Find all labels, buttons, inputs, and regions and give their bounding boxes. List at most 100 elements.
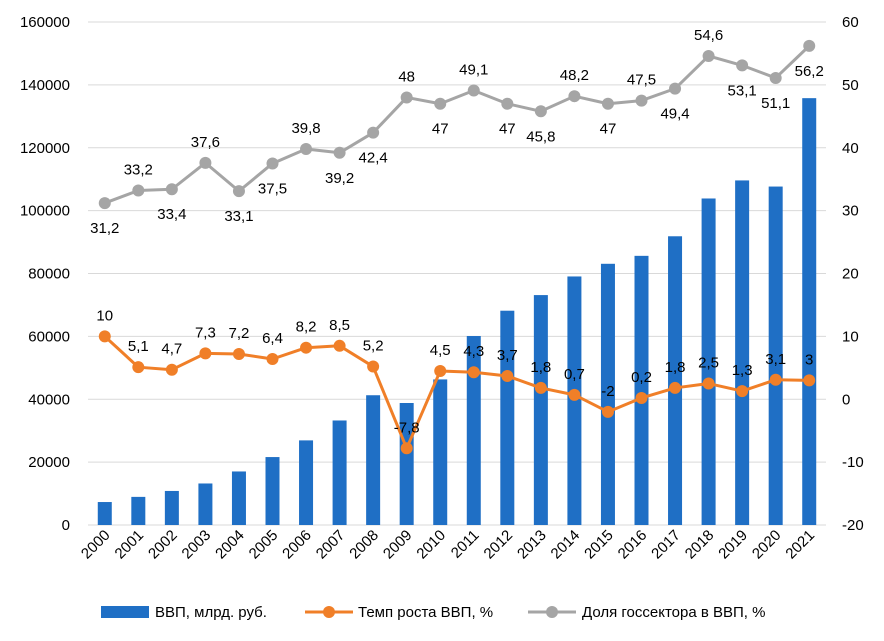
bar-gdp — [366, 395, 381, 525]
gov-share-line — [104, 44, 811, 205]
gov-share-point — [702, 49, 715, 62]
bar-gdp — [265, 457, 280, 525]
growth-rate-point — [132, 361, 145, 374]
growth-rate-point — [266, 353, 279, 366]
y-left-tick-label: 40000 — [28, 391, 70, 408]
growth-rate-point — [501, 369, 514, 382]
gov-share-point — [165, 183, 178, 196]
gov-share-point — [132, 184, 145, 197]
gov-share-data-label: 42,4 — [359, 150, 388, 167]
growth-rate-data-label: 0,7 — [564, 366, 585, 383]
gov-share-point — [232, 185, 245, 198]
y-right-tick-label: -20 — [842, 517, 864, 534]
gov-share-point — [98, 197, 111, 210]
bar-gdp — [802, 98, 817, 525]
gov-share-point — [568, 90, 581, 103]
growth-rate-point — [736, 385, 749, 398]
x-tick-label: 2019 — [715, 527, 751, 563]
x-tick-label: 2017 — [648, 527, 684, 563]
gov-share-point — [300, 143, 313, 156]
growth-rate-data-label: -2 — [601, 383, 614, 400]
growth-rate-point — [601, 405, 614, 418]
growth-rate-point — [568, 388, 581, 401]
y-right-tick-label: 60 — [842, 14, 859, 31]
gov-share-point — [501, 97, 514, 110]
gov-share-point — [669, 82, 682, 95]
gov-share-data-label: 31,2 — [90, 220, 119, 237]
growth-rate-data-label: 0,2 — [631, 369, 652, 386]
y-right-tick-label: 10 — [842, 328, 859, 345]
gov-share-data-label: 39,8 — [291, 120, 320, 137]
gov-share-point — [534, 105, 547, 118]
growth-rate-point — [367, 360, 380, 373]
gov-share-data-label: 37,5 — [258, 180, 287, 197]
growth-rate-point — [534, 381, 547, 394]
growth-rate-data-label: 8,2 — [296, 319, 317, 336]
bar-gdp — [97, 502, 112, 525]
gov-share-data-label: 53,1 — [728, 82, 757, 99]
y-left-tick-label: 100000 — [20, 203, 70, 220]
bar-gdp — [634, 255, 649, 525]
legend-label-gdp: ВВП, млрд. руб. — [155, 604, 267, 621]
gov-share-point — [266, 157, 279, 170]
y-left-tick-label: 120000 — [20, 140, 70, 157]
growth-rate-data-label: 3,1 — [765, 351, 786, 368]
y-left-tick-label: 140000 — [20, 77, 70, 94]
growth-rate-point — [165, 363, 178, 376]
gov-share-data-label: 56,2 — [795, 63, 824, 80]
growth-rate-data-label: 3,7 — [497, 347, 518, 364]
gov-share-point — [400, 91, 413, 104]
y-right-tick-label: 0 — [842, 391, 850, 408]
x-tick-label: 2016 — [615, 527, 651, 563]
bar-gdp — [164, 490, 179, 525]
x-tick-label: 2021 — [782, 527, 818, 563]
gov-share-data-label: 45,8 — [526, 128, 555, 145]
gov-share-point — [434, 97, 447, 110]
gov-share-point — [333, 146, 346, 159]
gov-share-point — [736, 59, 749, 72]
growth-rate-point — [769, 373, 782, 386]
y-right-tick-label: 30 — [842, 203, 859, 220]
bar-gdp — [600, 263, 615, 525]
gov-share-point — [769, 71, 782, 84]
growth-rate-data-label: 4,5 — [430, 342, 451, 359]
growth-rate-data-label: 6,4 — [262, 330, 283, 347]
x-tick-label: 2010 — [413, 527, 449, 563]
bar-gdp — [500, 310, 515, 525]
growth-rate-data-label: 7,3 — [195, 324, 216, 341]
y-left-tick-label: 60000 — [28, 328, 70, 345]
line-series — [98, 39, 816, 455]
growth-rate-data-label: -7,8 — [394, 419, 420, 436]
bar-gdp — [332, 420, 347, 525]
growth-rate-data-label: 1,8 — [665, 359, 686, 376]
growth-rate-data-label: 10 — [96, 307, 113, 324]
bar-gdp — [131, 496, 146, 525]
growth-rate-data-label: 4,7 — [161, 341, 182, 358]
y-left-tick-label: 0 — [62, 517, 70, 534]
x-tick-label: 2008 — [346, 527, 382, 563]
growth-rate-data-label: 1,3 — [732, 362, 753, 379]
x-tick-label: 2020 — [749, 527, 785, 563]
data-labels: 31,233,233,437,633,137,539,839,242,44847… — [90, 27, 824, 436]
growth-rate-data-label: 4,3 — [463, 343, 484, 360]
growth-rate-data-label: 5,1 — [128, 338, 149, 355]
gov-share-data-label: 48,2 — [560, 67, 589, 84]
bar-gdp — [533, 295, 548, 525]
x-tick-label: 2006 — [279, 527, 315, 563]
growth-rate-data-label: 5,2 — [363, 338, 384, 355]
growth-rate-point — [232, 347, 245, 360]
x-tick-label: 2018 — [682, 527, 718, 563]
gov-share-point — [367, 126, 380, 139]
gov-share-point — [199, 156, 212, 169]
x-tick-label: 2015 — [581, 527, 617, 563]
x-tick-label: 2000 — [78, 527, 114, 563]
x-tick-label: 2005 — [246, 527, 282, 563]
y-left-tick-label: 160000 — [20, 14, 70, 31]
gov-share-data-label: 48 — [398, 68, 415, 85]
x-tick-label: 2001 — [112, 527, 148, 563]
gov-share-data-label: 54,6 — [694, 27, 723, 44]
bar-gdp — [399, 403, 414, 525]
bar-gdp — [231, 471, 246, 525]
